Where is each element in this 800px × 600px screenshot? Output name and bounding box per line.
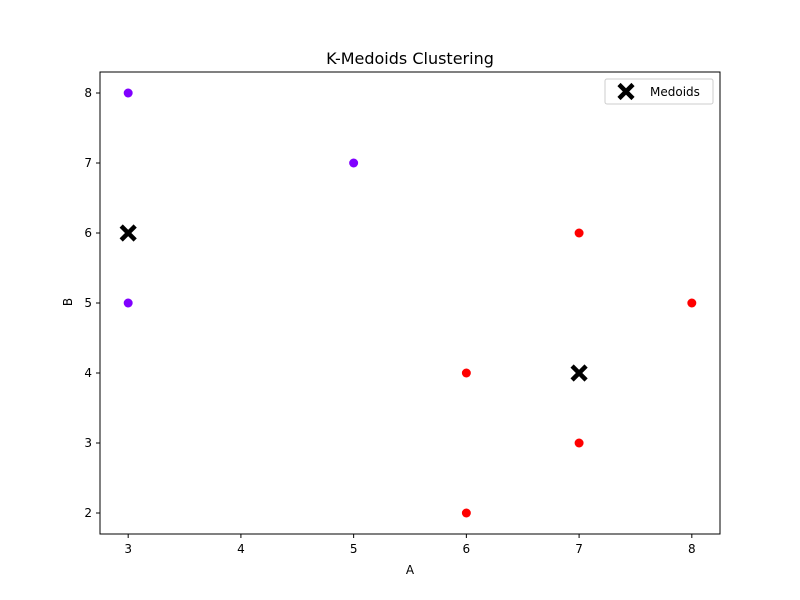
x-tick-label: 6 — [463, 542, 471, 556]
data-point-cluster-1 — [574, 438, 584, 448]
y-tick-label: 3 — [84, 436, 92, 450]
x-axis-ticks: 3 4 5 6 7 8 — [124, 534, 696, 556]
plot-area-frame — [99, 71, 721, 535]
y-tick-label: 6 — [84, 226, 92, 240]
medoid-markers — [119, 224, 588, 382]
medoid-marker — [570, 364, 588, 382]
medoid-marker — [119, 224, 137, 242]
y-tick-label: 2 — [84, 506, 92, 520]
legend-label-medoids: Medoids — [650, 85, 700, 99]
data-point-cluster-0 — [123, 298, 133, 308]
x-axis-label: A — [406, 563, 415, 577]
data-point-cluster-1 — [574, 228, 584, 238]
legend: Medoids — [604, 78, 714, 105]
legend-medoid-marker — [617, 82, 635, 101]
y-tick-label: 8 — [84, 86, 92, 100]
y-axis-ticks: 2 3 4 5 6 7 8 — [84, 86, 100, 520]
data-point-cluster-1 — [461, 508, 471, 518]
y-tick-label: 7 — [84, 156, 92, 170]
x-tick-label: 7 — [575, 542, 583, 556]
y-tick-label: 4 — [84, 366, 92, 380]
data-point-cluster-1 — [687, 298, 697, 308]
x-tick-label: 5 — [350, 542, 358, 556]
data-point-cluster-0 — [349, 158, 359, 168]
x-tick-label: 3 — [124, 542, 132, 556]
legend-x-icon — [617, 82, 635, 101]
x-tick-label: 4 — [237, 542, 245, 556]
y-tick-label: 5 — [84, 296, 92, 310]
data-points — [123, 88, 697, 518]
data-point-cluster-0 — [123, 88, 133, 98]
chart-title: K-Medoids Clustering — [326, 49, 494, 68]
y-axis-label: B — [61, 298, 75, 306]
data-point-cluster-1 — [461, 368, 471, 378]
x-tick-label: 8 — [688, 542, 696, 556]
